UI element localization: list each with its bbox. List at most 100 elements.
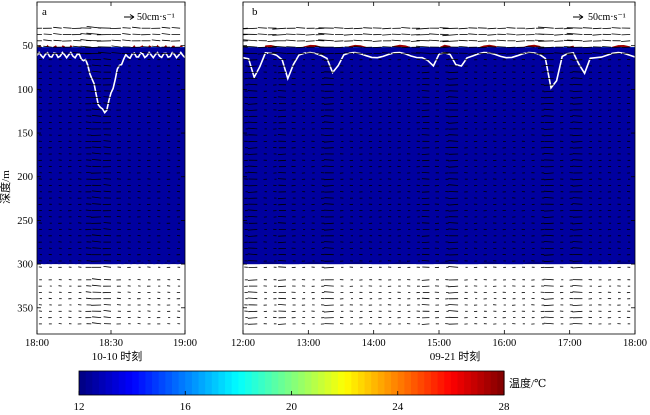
velocity-vector	[247, 59, 258, 61]
velocity-vector	[554, 52, 564, 54]
colorbar-segment	[211, 371, 220, 395]
velocity-vector	[103, 184, 112, 186]
velocity-vector	[277, 285, 287, 288]
velocity-vector	[91, 190, 102, 193]
velocity-vector	[92, 77, 102, 79]
plot-area-b	[243, 26, 635, 325]
colorbar-segment	[98, 371, 107, 395]
velocity-vector	[151, 45, 161, 48]
velocity-vector	[278, 109, 287, 111]
x-tick-label: 15:00	[427, 338, 451, 349]
velocity-vector	[37, 52, 42, 54]
colorbar-segment	[417, 371, 425, 395]
x-tick-label: 18:00	[25, 338, 49, 349]
colorbar-tick-label: 24	[392, 401, 404, 413]
velocity-vector	[277, 115, 287, 118]
velocity-vector	[572, 115, 583, 117]
velocity-vector	[448, 102, 459, 105]
velocity-vector	[277, 304, 287, 306]
velocity-vector	[272, 27, 287, 30]
colorbar-segment	[371, 371, 379, 395]
velocity-vector	[572, 229, 583, 231]
colorbar-segment	[258, 371, 266, 395]
velocity-vector	[161, 26, 171, 29]
velocity-vector	[247, 121, 258, 123]
velocity-vector	[487, 27, 497, 30]
velocity-vector	[448, 184, 459, 186]
velocity-vector	[421, 178, 430, 180]
velocity-vector	[85, 297, 92, 300]
velocity-vector	[416, 34, 430, 36]
velocity-vector	[537, 26, 554, 29]
velocity-vector	[572, 178, 583, 181]
colorbar-segment	[450, 371, 459, 395]
velocity-vector	[277, 197, 287, 200]
colorbar-segment	[331, 371, 339, 395]
velocity-vector	[247, 65, 258, 68]
velocity-vector	[272, 34, 287, 36]
velocity-vector	[448, 222, 459, 224]
velocity-vector	[343, 52, 354, 54]
velocity-vector	[91, 70, 102, 73]
velocity-vector	[91, 108, 102, 111]
colorbar-segment	[225, 371, 233, 395]
velocity-vector	[323, 285, 334, 287]
velocity-vector	[323, 103, 334, 105]
velocity-vector	[382, 27, 392, 30]
velocity-vector	[318, 39, 334, 42]
y-tick-label: 50	[23, 41, 34, 52]
velocity-vector	[458, 46, 468, 48]
colorbar-segment	[377, 371, 386, 395]
velocity-vector	[582, 27, 593, 29]
velocity-vector	[247, 83, 258, 86]
velocity-vector	[85, 121, 92, 123]
colorbar-segment	[437, 371, 445, 395]
colorbar-ticks: 12 16 20 24 28	[74, 391, 510, 413]
velocity-vector	[572, 285, 583, 287]
velocity-vector	[572, 103, 583, 105]
velocity-vector	[323, 266, 334, 269]
velocity-vector	[247, 235, 258, 237]
velocity-vector	[421, 90, 430, 92]
colorbar: 12 16 20 24 28 温度/℃	[74, 370, 546, 413]
velocity-vector	[142, 46, 151, 48]
y-tick-label: 200	[17, 172, 33, 183]
x-tick-label: 17:00	[558, 338, 582, 349]
colorbar-segment	[178, 371, 186, 395]
velocity-vector	[497, 46, 506, 48]
velocity-vector	[448, 241, 459, 244]
velocity-vector	[602, 46, 612, 48]
velocity-vector	[543, 90, 554, 93]
velocity-vector	[92, 121, 102, 123]
velocity-vector	[506, 53, 516, 55]
velocity-vector	[91, 278, 102, 281]
y-axis-label: 深度/m	[0, 170, 12, 204]
velocity-vector	[448, 71, 459, 74]
velocity-vector	[448, 228, 459, 230]
colorbar-segment	[138, 371, 147, 395]
velocity-vector	[572, 165, 583, 167]
velocity-vector	[382, 46, 392, 48]
velocity-vector	[85, 77, 92, 79]
isotherm-band-13	[37, 47, 185, 265]
velocity-vector	[543, 222, 554, 225]
velocity-vector	[91, 284, 102, 287]
velocity-vector	[458, 39, 468, 42]
velocity-vector	[116, 172, 121, 174]
y-ticks-a: 50 100 150 200 250 300 350	[17, 41, 185, 314]
velocity-vector	[72, 51, 82, 54]
velocity-vector	[382, 34, 392, 36]
velocity-vector	[53, 33, 62, 35]
velocity-vector	[103, 178, 112, 180]
velocity-vector	[506, 33, 516, 35]
velocity-vector	[496, 39, 506, 42]
velocity-vector	[334, 40, 344, 42]
velocity-vector	[323, 77, 334, 79]
velocity-vector	[85, 209, 92, 211]
velocity-vector	[103, 102, 112, 105]
velocity-vector	[572, 185, 583, 187]
colorbar-gradient	[79, 371, 505, 395]
colorbar-segment	[490, 371, 498, 395]
velocity-vector	[543, 108, 554, 111]
